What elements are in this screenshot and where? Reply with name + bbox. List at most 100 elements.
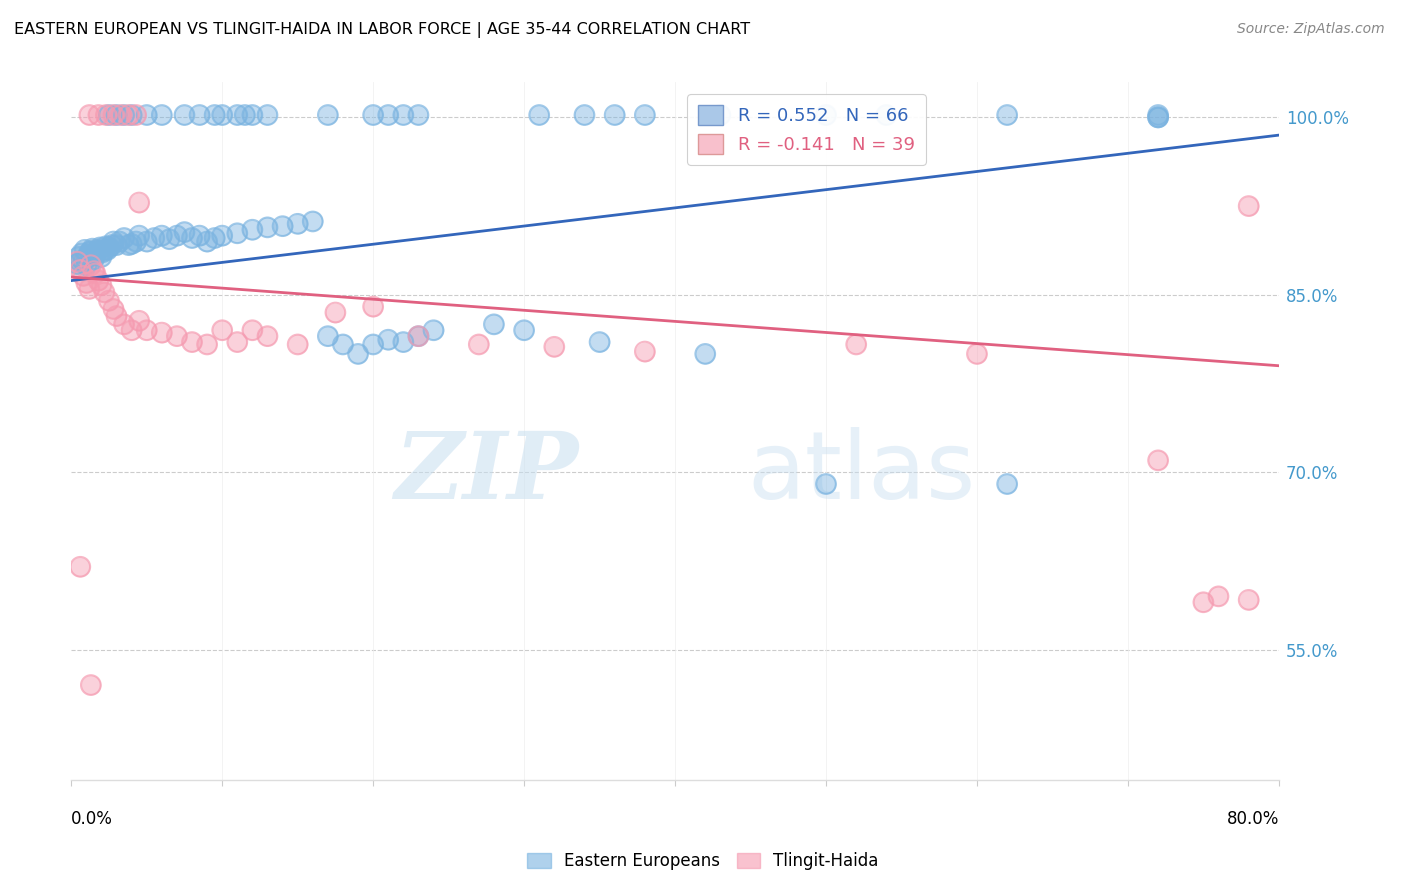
Point <box>80 244 103 258</box>
Point <box>79 108 101 122</box>
Point <box>256 329 278 343</box>
Point <box>135 108 157 122</box>
Point <box>211 228 233 243</box>
Point <box>80 244 103 258</box>
Point <box>83 246 105 260</box>
Point <box>814 108 837 122</box>
Point <box>361 300 384 314</box>
Point <box>408 329 430 343</box>
Point <box>361 337 384 351</box>
Point <box>242 108 264 122</box>
Point <box>93 243 115 257</box>
Point <box>84 247 107 261</box>
Point <box>1208 590 1230 604</box>
Point <box>128 314 150 328</box>
Point <box>468 337 491 351</box>
Point <box>66 257 89 271</box>
Point <box>96 243 118 257</box>
Point <box>204 108 226 122</box>
Point <box>98 108 121 122</box>
Point <box>117 238 139 252</box>
Text: 0.0%: 0.0% <box>72 811 112 829</box>
Point <box>361 337 384 351</box>
Point <box>69 254 91 268</box>
Point <box>80 678 103 692</box>
Point <box>82 242 104 256</box>
Point <box>1147 108 1170 122</box>
Point <box>347 347 370 361</box>
Point <box>527 108 550 122</box>
Point <box>173 225 195 239</box>
Point <box>1237 593 1260 607</box>
Point <box>995 477 1018 491</box>
Point <box>105 108 128 122</box>
Point <box>1192 595 1215 609</box>
Point <box>287 337 309 351</box>
Point <box>408 329 430 343</box>
Point <box>150 326 173 340</box>
Point <box>325 305 347 319</box>
Point <box>98 240 121 254</box>
Point <box>1147 111 1170 125</box>
Text: EASTERN EUROPEAN VS TLINGIT-HAIDA IN LABOR FORCE | AGE 35-44 CORRELATION CHART: EASTERN EUROPEAN VS TLINGIT-HAIDA IN LAB… <box>14 22 751 38</box>
Point <box>135 108 157 122</box>
Point <box>1237 199 1260 213</box>
Point <box>188 108 211 122</box>
Point <box>94 239 117 253</box>
Point <box>93 285 115 300</box>
Point <box>195 337 218 351</box>
Point <box>87 108 110 122</box>
Point <box>93 285 115 300</box>
Point <box>117 108 139 122</box>
Point <box>125 108 148 122</box>
Point <box>166 329 188 343</box>
Legend: Eastern Europeans, Tlingit-Haida: Eastern Europeans, Tlingit-Haida <box>520 846 886 877</box>
Point <box>112 231 135 245</box>
Point <box>695 347 717 361</box>
Point <box>135 323 157 337</box>
Point <box>128 195 150 210</box>
Point <box>83 246 105 260</box>
Point <box>103 301 125 316</box>
Point <box>181 335 204 350</box>
Text: atlas: atlas <box>748 426 976 518</box>
Point <box>166 228 188 243</box>
Point <box>157 232 180 246</box>
Point <box>377 333 399 347</box>
Point <box>513 323 536 337</box>
Text: 80.0%: 80.0% <box>1226 811 1279 829</box>
Point <box>90 250 112 264</box>
Point <box>181 231 204 245</box>
Point <box>1147 111 1170 125</box>
Point <box>845 337 868 351</box>
Point <box>468 337 491 351</box>
Point <box>271 219 294 234</box>
Point <box>87 243 110 257</box>
Point <box>121 323 143 337</box>
Point <box>94 108 117 122</box>
Point <box>574 108 596 122</box>
Point <box>125 235 148 249</box>
Point <box>79 282 101 296</box>
Point <box>966 347 988 361</box>
Point <box>105 238 128 252</box>
Point <box>1237 593 1260 607</box>
Point <box>80 258 103 272</box>
Point <box>709 108 731 122</box>
Point <box>195 235 218 249</box>
Point <box>150 326 173 340</box>
Point <box>173 108 195 122</box>
Point <box>256 108 278 122</box>
Point <box>121 236 143 251</box>
Point <box>72 254 94 268</box>
Point <box>94 239 117 253</box>
Point <box>966 347 988 361</box>
Legend: R = 0.552   N = 66, R = -0.141   N = 39: R = 0.552 N = 66, R = -0.141 N = 39 <box>688 95 925 165</box>
Point <box>325 305 347 319</box>
Point <box>67 250 90 264</box>
Point <box>226 227 249 241</box>
Point <box>408 108 430 122</box>
Point <box>242 323 264 337</box>
Point <box>875 108 897 122</box>
Point <box>87 108 110 122</box>
